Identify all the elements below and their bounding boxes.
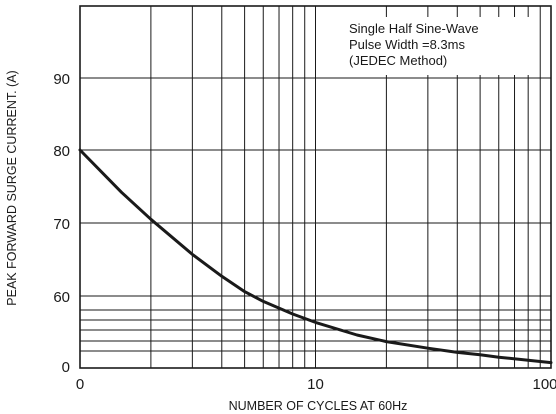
legend-box <box>343 17 533 75</box>
surge-current-curve <box>78 148 553 365</box>
x-tick-label: 0 <box>76 376 84 393</box>
y-tick-labels: 0 60 70 80 90 <box>53 71 70 376</box>
y-tick-label: 90 <box>53 71 70 88</box>
y-tick-label: 60 <box>53 289 70 306</box>
legend-line-1: Single Half Sine-Wave <box>349 21 479 36</box>
x-tick-label: 10 <box>307 376 324 393</box>
legend-line-2: Pulse Width =8.3ms <box>349 37 465 52</box>
y-tick-label: 0 <box>62 359 70 376</box>
x-tick-label: 100 <box>532 376 556 393</box>
plot-frame <box>79 5 552 369</box>
x-tick-labels: 0 10 100 <box>76 376 556 393</box>
x-axis-title: NUMBER OF CYCLES AT 60Hz <box>229 399 408 413</box>
legend-line-3: (JEDEC Method) <box>349 53 447 68</box>
y-axis-title: PEAK FORWARD SURGE CURRENT. (A) <box>5 70 19 305</box>
y-tick-label: 80 <box>53 143 70 160</box>
y-tick-label: 70 <box>53 216 70 233</box>
